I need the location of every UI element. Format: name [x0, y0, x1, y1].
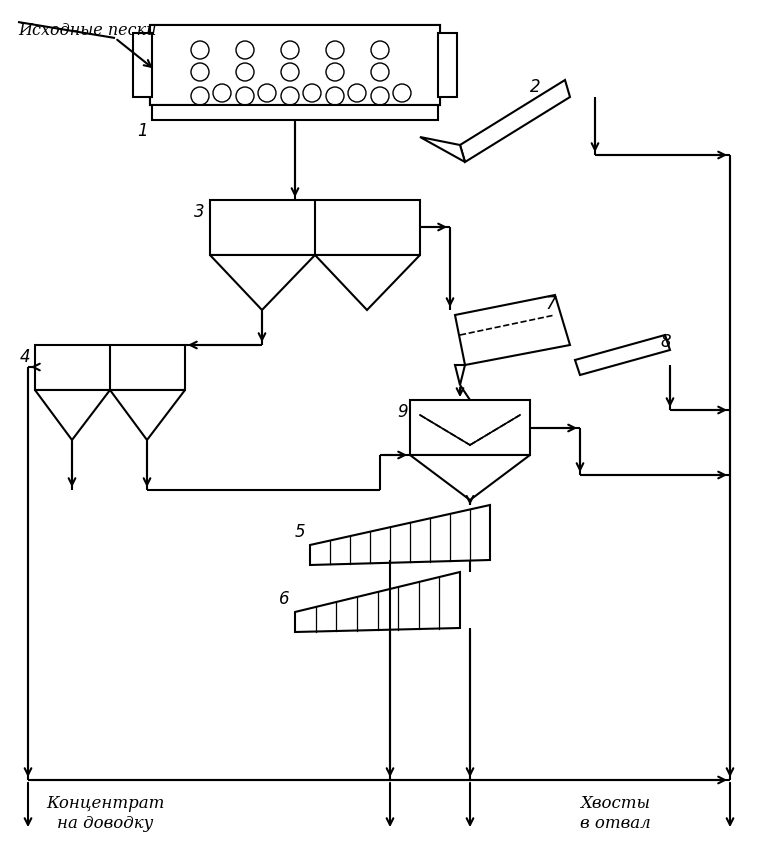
Bar: [133, 33, 152, 97]
Text: 6: 6: [279, 590, 290, 608]
Text: 3: 3: [194, 203, 205, 221]
Polygon shape: [575, 335, 670, 375]
Bar: [410, 400, 530, 455]
Polygon shape: [295, 572, 460, 632]
Polygon shape: [455, 365, 465, 385]
Polygon shape: [455, 295, 570, 365]
Bar: [35, 345, 185, 390]
Polygon shape: [410, 455, 530, 500]
Bar: [438, 33, 457, 97]
Text: 2: 2: [530, 78, 541, 96]
Text: 4: 4: [20, 348, 30, 366]
Text: Концентрат
на доводку: Концентрат на доводку: [46, 795, 164, 832]
Bar: [150, 25, 440, 105]
Polygon shape: [210, 255, 315, 310]
Text: 5: 5: [294, 523, 305, 541]
Text: Исходные пески: Исходные пески: [18, 22, 156, 39]
Polygon shape: [460, 80, 570, 162]
Bar: [152, 105, 438, 120]
Bar: [210, 200, 420, 255]
Polygon shape: [110, 390, 185, 440]
Text: 1: 1: [137, 122, 148, 140]
Text: Хвосты
в отвал: Хвосты в отвал: [580, 795, 651, 832]
Polygon shape: [310, 505, 490, 565]
Bar: [150, 25, 440, 105]
Text: 8: 8: [660, 333, 671, 351]
Text: 9: 9: [397, 403, 408, 421]
Polygon shape: [420, 137, 465, 162]
Polygon shape: [35, 390, 110, 440]
Polygon shape: [315, 255, 420, 310]
Text: 7: 7: [545, 295, 555, 313]
